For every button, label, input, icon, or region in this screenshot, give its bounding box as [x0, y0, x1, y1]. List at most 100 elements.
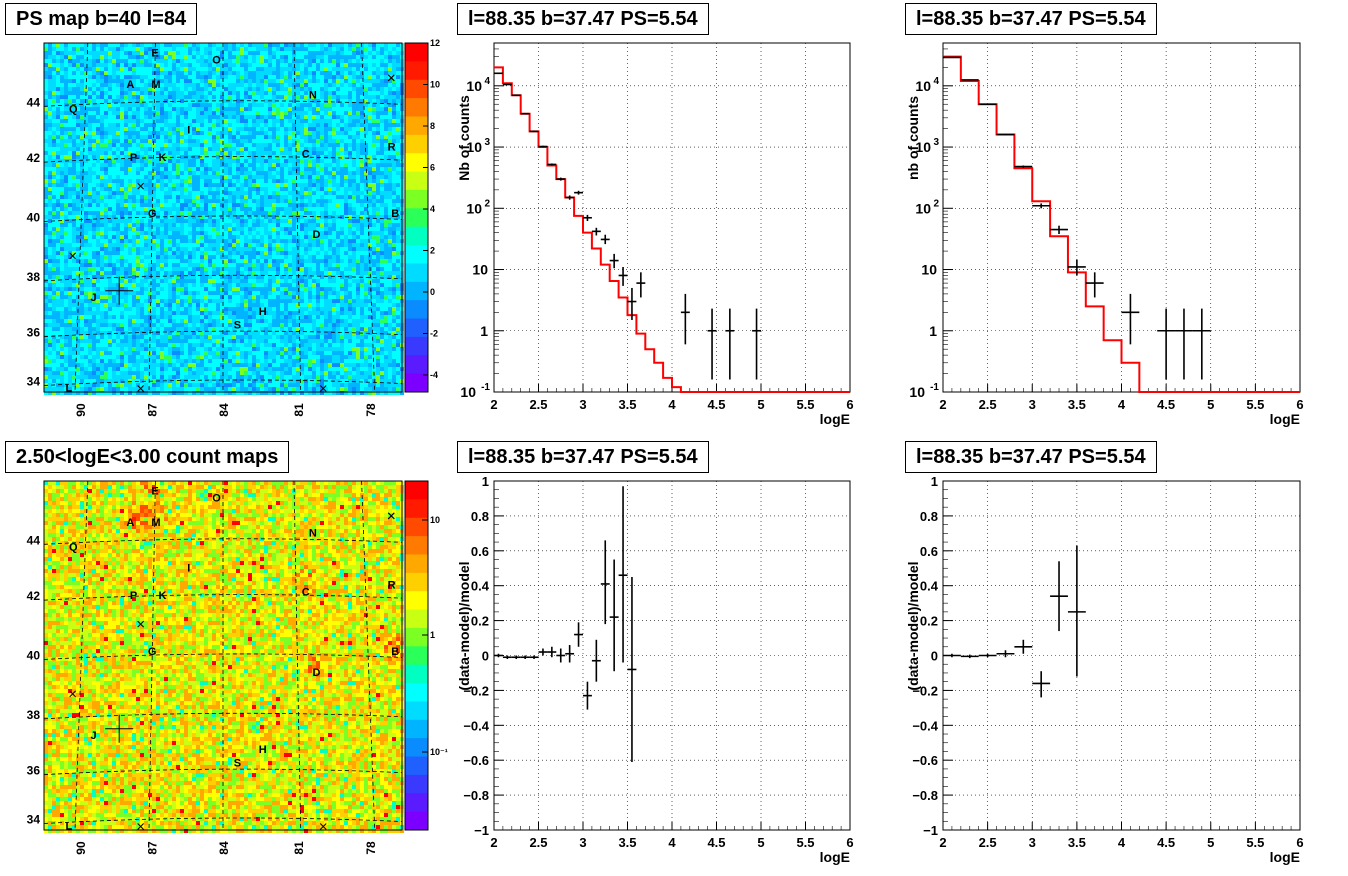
- target-cross: [105, 714, 134, 743]
- color-scale-band: [405, 153, 428, 173]
- color-scale-band: [405, 336, 428, 356]
- count-map-panel: E O A M N Q I R C P K G B D J H S L 34 36 38 40 42 44 90 87 84 81 78…: [27, 480, 448, 855]
- ps-scale-tick-label: -2: [430, 329, 438, 339]
- x-tick-label: 4: [668, 835, 676, 850]
- data-point: [494, 653, 503, 658]
- lon-tick-label: 90: [74, 841, 88, 855]
- data-point: [680, 293, 690, 345]
- color-scale-band: [405, 281, 428, 301]
- color-scale-band: [405, 499, 428, 519]
- x-tick-label: 4: [1118, 397, 1126, 412]
- ps-scale-tick-label: 6: [430, 163, 435, 173]
- lat-tick-label: 38: [27, 708, 41, 722]
- y-axis-label: (data-model)/model: [905, 561, 921, 690]
- y-tick-exponent: 2: [933, 198, 939, 209]
- data-point: [547, 163, 557, 166]
- y-tick-label: 1: [480, 323, 488, 339]
- data-point: [1067, 259, 1086, 276]
- data-point: [600, 234, 610, 245]
- data-point: [627, 287, 637, 320]
- latitude-gridline: [43, 594, 403, 601]
- count-scale-tick-label: 10⁻¹: [430, 747, 448, 757]
- color-scale-band: [405, 263, 428, 283]
- data-point: [494, 72, 503, 75]
- source-label-Q: Q: [69, 541, 78, 553]
- y-tick-label: 0: [931, 649, 938, 664]
- data-point: [565, 645, 575, 663]
- data-point: [574, 622, 583, 647]
- data-point: [618, 266, 628, 286]
- color-scale-frame: [404, 42, 429, 393]
- data-point: [618, 486, 628, 663]
- x-tick-label: 2: [490, 835, 497, 850]
- y-tick-label: 0.8: [920, 509, 938, 524]
- data-point: [520, 655, 530, 659]
- source-label-G: G: [148, 208, 157, 220]
- color-scale-band: [405, 116, 428, 136]
- model-histogram: [494, 66, 850, 393]
- x-axis-label: logE: [820, 849, 850, 865]
- color-scale-band: [405, 811, 428, 831]
- y-tick-label: 10: [915, 200, 931, 216]
- residual-1-title: l=88.35 b=37.47 PS=5.54: [457, 441, 709, 473]
- data-point: [1032, 203, 1051, 209]
- color-scale-band: [405, 627, 428, 647]
- color-scale-band: [405, 701, 428, 721]
- y-tick-exponent: -1: [481, 382, 490, 393]
- data-point: [978, 653, 997, 658]
- ps-scale-tick-label: 10: [430, 80, 440, 90]
- y-tick-label: 0.2: [920, 614, 938, 629]
- lat-tick-label: 40: [27, 649, 41, 663]
- color-scale-band: [405, 355, 428, 375]
- y-axis-label: Nb of counts: [456, 95, 472, 181]
- lat-tick-label: 34: [27, 813, 41, 827]
- x-tick-label: 3: [1029, 397, 1036, 412]
- color-scale-band: [405, 208, 428, 228]
- source-label-S: S: [234, 320, 241, 332]
- data-point: [1014, 165, 1033, 168]
- x-tick-label: 6: [846, 397, 853, 412]
- source-label-P: P: [130, 590, 137, 602]
- target-cross: [105, 276, 134, 305]
- map-frame: [43, 42, 403, 393]
- color-scale-band: [405, 554, 428, 574]
- y-tick-label: −1: [923, 823, 938, 838]
- y-tick-label: −1: [474, 823, 489, 838]
- source-label-D: D: [313, 667, 321, 679]
- ps-scale-tick-label: 0: [430, 287, 435, 297]
- color-scale-band: [405, 609, 428, 629]
- data-point: [627, 576, 637, 762]
- x-tick-label: 2: [490, 397, 497, 412]
- catalog-marker: [137, 620, 145, 628]
- longitude-gridline: [293, 42, 302, 393]
- latitude-gridline: [43, 330, 403, 338]
- lat-tick-label: 40: [27, 211, 41, 225]
- y-tick-label: 10: [909, 384, 925, 400]
- y-tick-exponent: 3: [484, 137, 490, 148]
- data-point: [1050, 561, 1068, 632]
- lat-tick-label: 44: [27, 533, 41, 547]
- data-point: [583, 681, 592, 710]
- lat-tick-label: 42: [27, 151, 41, 165]
- x-tick-label: 3.5: [618, 397, 636, 412]
- source-label-I: I: [187, 562, 190, 574]
- y-tick-label: 10: [915, 139, 931, 155]
- color-scale-band: [405, 373, 428, 393]
- plot-frame: [942, 42, 1301, 393]
- source-label-L: L: [65, 821, 72, 833]
- source-label-J: J: [91, 730, 97, 742]
- data-point: [1121, 293, 1140, 345]
- data-point: [529, 655, 539, 659]
- x-axis-label: logE: [1270, 411, 1300, 427]
- color-scale-band: [405, 536, 428, 555]
- data-point: [752, 308, 761, 380]
- catalog-marker: [69, 252, 76, 260]
- x-tick-label: 3.5: [1068, 835, 1086, 850]
- data-point: [1175, 308, 1193, 380]
- source-label-N: N: [309, 89, 317, 101]
- source-label-G: G: [148, 646, 157, 658]
- color-scale-band: [405, 134, 428, 154]
- y-tick-label: 1: [929, 323, 937, 339]
